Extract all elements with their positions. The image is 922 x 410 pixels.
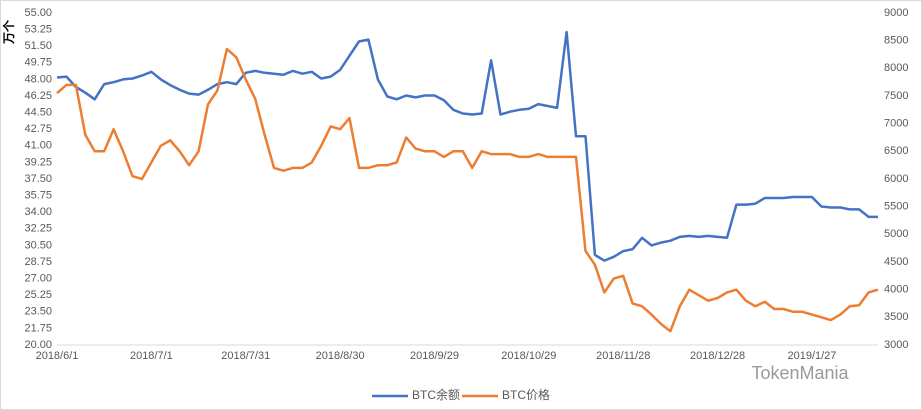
x-tick-label: 2018/12/28 bbox=[690, 350, 745, 362]
x-tick-label: 2018/7/31 bbox=[221, 350, 270, 362]
y-tick-label: 27.00 bbox=[24, 273, 52, 285]
watermark: TokenMania bbox=[751, 363, 849, 383]
y-tick-label: 46.25 bbox=[24, 90, 52, 102]
y2-tick-label: 7500 bbox=[884, 90, 908, 102]
data-line bbox=[56, 30, 878, 262]
y2-tick-label: 9000 bbox=[884, 7, 908, 19]
x-tick-label: 2018/9/29 bbox=[410, 350, 459, 362]
y2-tick-label: 6500 bbox=[884, 145, 908, 157]
y2-tick-label: 3500 bbox=[884, 311, 908, 323]
x-tick-label: 2018/7/1 bbox=[130, 350, 173, 362]
y-tick-label: 21.75 bbox=[24, 322, 52, 334]
y2-tick-label: 5500 bbox=[884, 201, 908, 213]
y-tick-label: 30.50 bbox=[24, 239, 52, 251]
legend-label: BTC价格 bbox=[502, 387, 550, 402]
y-tick-label: 51.50 bbox=[24, 40, 52, 52]
y-tick-label: 34.00 bbox=[24, 206, 52, 218]
x-tick-label: 2018/8/30 bbox=[316, 350, 365, 362]
y2-tick-label: 8000 bbox=[884, 62, 908, 74]
data-line bbox=[56, 47, 879, 333]
y-tick-label: 48.00 bbox=[24, 73, 52, 85]
x-tick-label: 2018/6/1 bbox=[36, 350, 79, 362]
x-tick-label: 2018/11/28 bbox=[596, 350, 650, 362]
y-tick-label: 37.50 bbox=[24, 173, 52, 185]
y2-tick-label: 5000 bbox=[884, 228, 908, 240]
y-tick-label: 23.50 bbox=[24, 306, 52, 318]
y2-tick-label: 3000 bbox=[884, 339, 908, 351]
y-axis-label: 万个 bbox=[1, 19, 16, 45]
y-tick-label: 44.50 bbox=[24, 107, 52, 119]
legend-label: BTC余额 bbox=[412, 387, 460, 402]
y2-tick-label: 8500 bbox=[884, 35, 908, 47]
y-tick-label: 41.00 bbox=[24, 140, 52, 152]
y2-tick-label: 6000 bbox=[884, 173, 908, 185]
x-tick-label: 2019/1/27 bbox=[787, 350, 836, 362]
y-tick-label: 55.00 bbox=[24, 7, 52, 19]
y2-tick-label: 7000 bbox=[884, 118, 908, 130]
y-tick-label: 28.75 bbox=[24, 256, 52, 268]
y-tick-label: 39.25 bbox=[24, 156, 52, 168]
y-tick-label: 20.00 bbox=[24, 339, 52, 351]
y-tick-label: 25.25 bbox=[24, 289, 52, 301]
y2-tick-label: 4000 bbox=[884, 284, 908, 296]
y-tick-label: 35.75 bbox=[24, 190, 52, 202]
y-tick-label: 32.25 bbox=[24, 223, 52, 235]
y-tick-label: 49.75 bbox=[24, 57, 52, 69]
y-tick-label: 53.25 bbox=[24, 24, 52, 36]
y-tick-label: 42.75 bbox=[24, 123, 52, 135]
x-tick-label: 2018/10/29 bbox=[501, 350, 556, 362]
y2-tick-label: 4500 bbox=[884, 256, 908, 268]
